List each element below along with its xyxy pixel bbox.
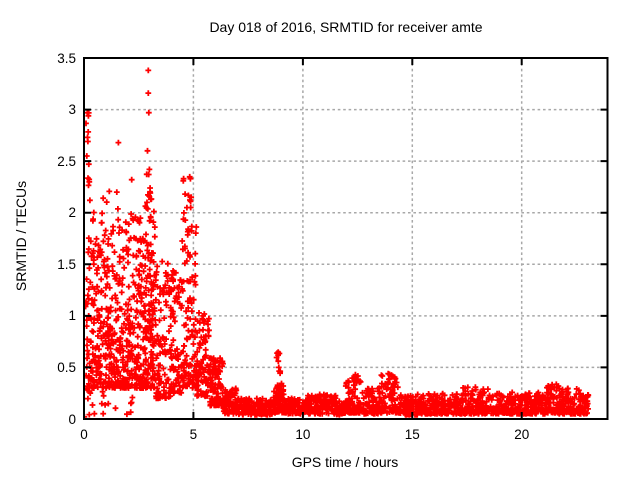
grid-lines	[84, 58, 608, 419]
y-tick-label: 3	[68, 102, 76, 118]
y-tick-label: 1	[68, 308, 76, 324]
y-tick-label: 2	[68, 205, 76, 221]
x-tick-label: 20	[514, 427, 530, 442]
y-tick-label: 1.5	[57, 256, 76, 272]
x-tick-label: 10	[295, 427, 311, 442]
scatter-points	[84, 67, 592, 419]
y-tick-label: 0.5	[57, 359, 76, 375]
x-tick-label: 15	[404, 427, 420, 442]
chart-title: Day 018 of 2016, SRMTID for receiver amt…	[209, 19, 483, 35]
y-tick-label: 3.5	[57, 50, 76, 66]
x-tick-label: 5	[189, 427, 198, 442]
y-tick-label: 2.5	[57, 153, 76, 169]
y-tick-label: 0	[68, 411, 76, 427]
x-axis-label: GPS time / hours	[291, 454, 399, 470]
x-tick-label: 0	[80, 427, 88, 442]
plot-border	[83, 57, 609, 420]
